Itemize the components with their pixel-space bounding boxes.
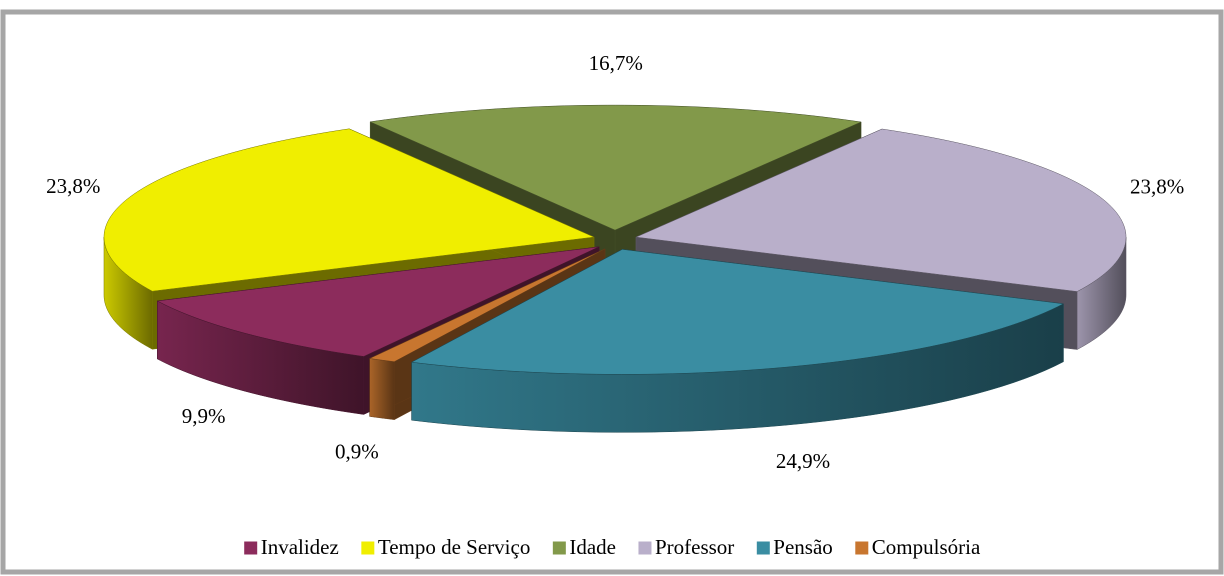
slice-top (635, 128, 1127, 292)
data-label: 23,8% (1130, 175, 1184, 199)
slice-top (103, 128, 595, 292)
data-label: 23,8% (46, 174, 100, 198)
legend-item: Professor (637, 535, 734, 559)
data-label: 16,7% (589, 51, 643, 75)
legend-item: Invalidez (243, 535, 339, 559)
legend-item: Compulsória (854, 535, 981, 559)
legend-swatch (243, 540, 259, 556)
legend-label: Compulsória (872, 535, 981, 559)
legend-label: Invalidez (261, 535, 339, 559)
slice-top (156, 246, 600, 357)
slice (410, 248, 1065, 433)
legend-swatch (551, 540, 567, 556)
slice-top (369, 104, 862, 231)
legend-label: Idade (569, 535, 616, 559)
legend-swatch (854, 540, 870, 556)
legend-swatch (360, 540, 376, 556)
data-label: 0,9% (335, 440, 379, 464)
legend-item: Tempo de Serviço (360, 535, 531, 559)
legend-item: Pensão (755, 535, 833, 559)
data-label: 9,9% (182, 404, 226, 428)
legend-label: Pensão (773, 535, 833, 559)
slice-top (368, 248, 606, 362)
legend-swatch (755, 540, 771, 556)
legend-label: Tempo de Serviço (378, 535, 531, 559)
slice-wall (369, 358, 395, 420)
legend-swatch (637, 540, 653, 556)
slice-top (410, 249, 1065, 375)
data-label: 24,9% (776, 449, 830, 473)
legend-item: Idade (551, 535, 616, 559)
legend-label: Professor (655, 535, 734, 559)
